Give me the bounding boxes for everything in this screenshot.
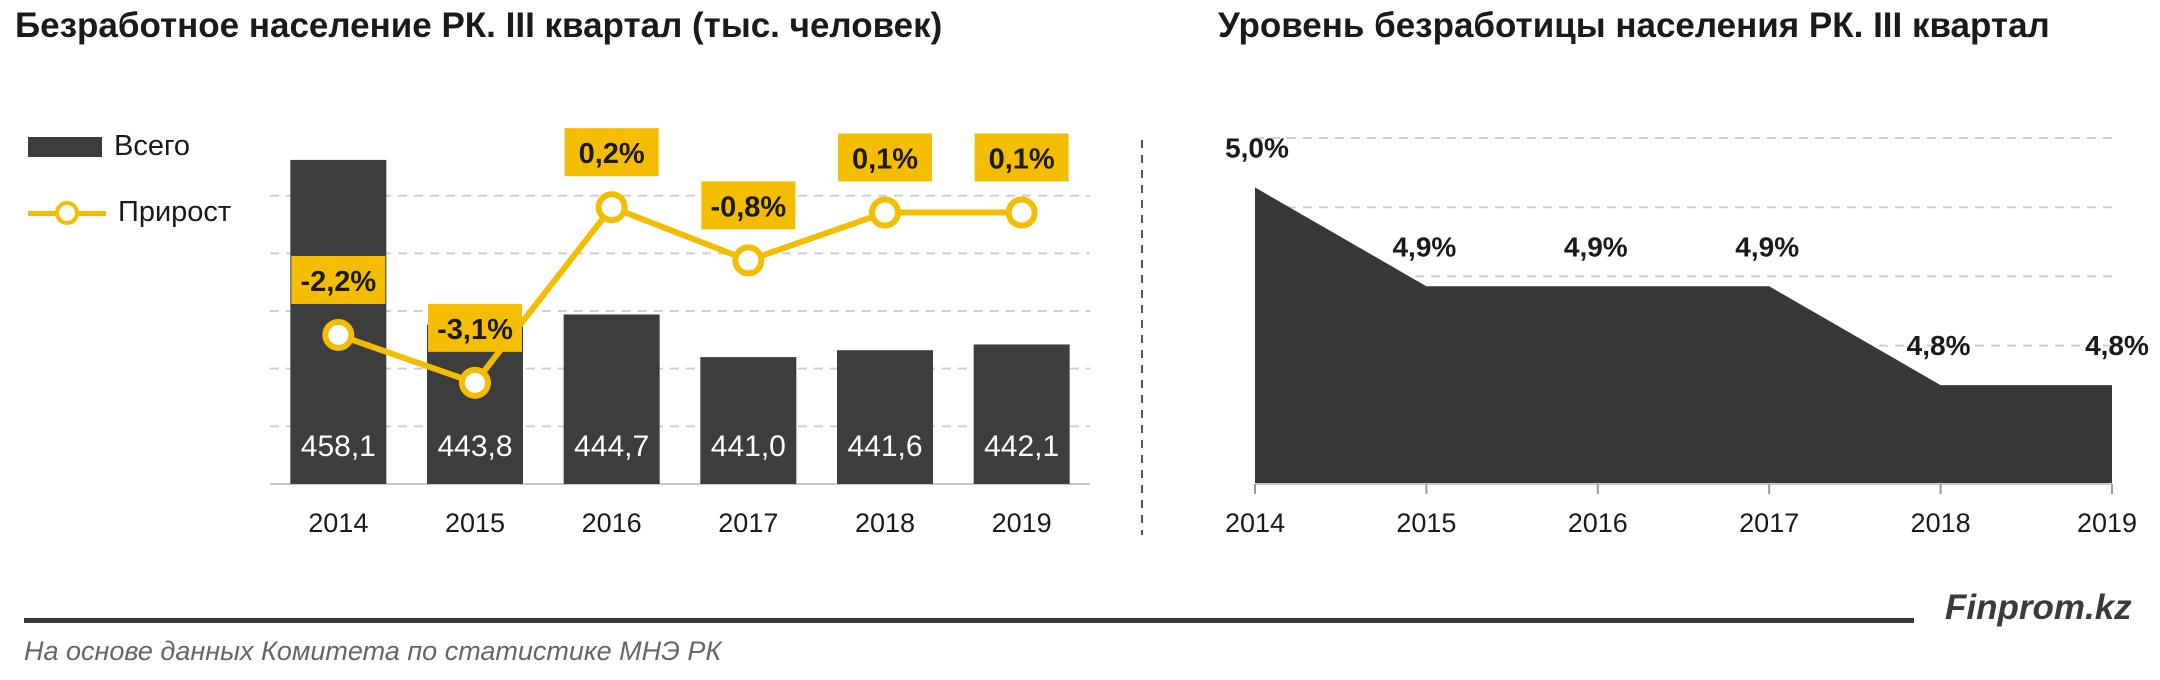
legend-bar-swatch [28, 136, 102, 157]
growth-point [869, 196, 901, 229]
growth-label-box [291, 255, 386, 304]
right-chart-title: Уровень безработицы населения РК. III кв… [1218, 6, 2050, 45]
bar [837, 350, 933, 484]
growth-label-box [564, 128, 659, 177]
x-tick-label: 2015 [1396, 508, 1456, 538]
growth-label-box [701, 181, 796, 230]
growth-value-label: 0,1% [989, 144, 1055, 176]
growth-point [1005, 196, 1038, 229]
bar [563, 314, 660, 484]
area-value-label: 4,9% [1392, 231, 1456, 262]
area-value-label: 4,9% [1564, 231, 1628, 262]
growth-line [337, 204, 1022, 386]
area-value-label: 4,8% [1907, 330, 1971, 361]
growth-label-box [838, 133, 932, 182]
brand-logo-text: Finprom.kz [1945, 588, 2132, 627]
growth-point [322, 318, 355, 351]
x-tick-label: 2019 [2077, 508, 2137, 538]
x-tick-label: 2019 [992, 508, 1052, 538]
x-tick-label: 2018 [1911, 508, 1971, 538]
legend-item-total: Всего [28, 130, 190, 163]
source-note: На основе данных Комитета по статистике … [24, 636, 722, 666]
bar-value-label: 441,6 [847, 430, 922, 463]
x-tick-label: 2017 [718, 508, 778, 538]
bar [700, 357, 797, 484]
bar-value-label: 442,1 [984, 430, 1059, 463]
legend-line-swatch [28, 200, 106, 225]
x-tick-label: 2017 [1739, 508, 1799, 538]
bar-value-label: 458,1 [301, 430, 376, 463]
growth-point [732, 244, 765, 277]
bar-value-label: 444,7 [574, 430, 649, 463]
legend-label-total: Всего [114, 130, 191, 162]
x-tick-label: 2018 [855, 508, 915, 538]
unemployment-area [1255, 187, 2112, 484]
bar-value-label: 441,0 [711, 430, 786, 463]
growth-point [595, 191, 628, 224]
growth-value-label: -0,8% [710, 191, 786, 223]
x-tick-label: 2014 [1225, 508, 1285, 538]
area-value-label: 4,8% [2085, 330, 2149, 361]
growth-label-box [428, 303, 522, 352]
bar [973, 344, 1070, 484]
legend-label-growth: Прирост [118, 196, 232, 228]
growth-label-box [974, 133, 1069, 182]
growth-value-label: -3,1% [437, 314, 513, 346]
area-value-label: 4,9% [1735, 231, 1799, 262]
x-tick-label: 2015 [445, 508, 505, 538]
growth-value-label: 0,1% [852, 144, 918, 176]
footer-divider [24, 618, 1914, 623]
x-tick-label: 2016 [1568, 508, 1628, 538]
growth-value-label: 0,2% [579, 138, 645, 170]
left-chart-title: Безработное население РК. III квартал (т… [15, 6, 943, 45]
legend-item-growth: Прирост [28, 196, 231, 229]
bar-value-label: 443,8 [437, 430, 512, 463]
growth-value-label: -2,2% [300, 266, 376, 298]
growth-point [459, 366, 491, 399]
area-value-label: 5,0% [1225, 132, 1289, 163]
x-tick-label: 2016 [582, 508, 642, 538]
x-tick-label: 2014 [308, 508, 368, 538]
